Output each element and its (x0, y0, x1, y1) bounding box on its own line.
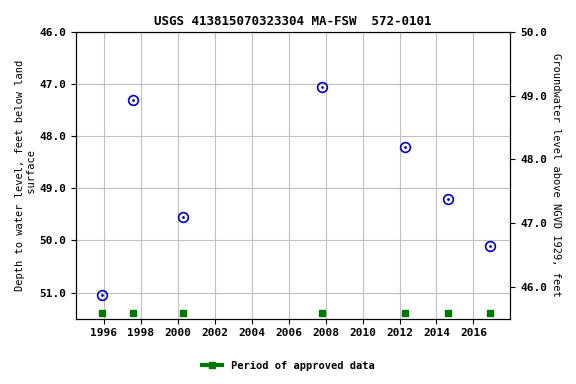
Title: USGS 413815070323304 MA-FSW  572-0101: USGS 413815070323304 MA-FSW 572-0101 (154, 15, 432, 28)
Legend: Period of approved data: Period of approved data (198, 357, 378, 375)
Y-axis label: Groundwater level above NGVD 1929, feet: Groundwater level above NGVD 1929, feet (551, 53, 561, 297)
Y-axis label: Depth to water level, feet below land
 surface: Depth to water level, feet below land su… (15, 60, 37, 291)
